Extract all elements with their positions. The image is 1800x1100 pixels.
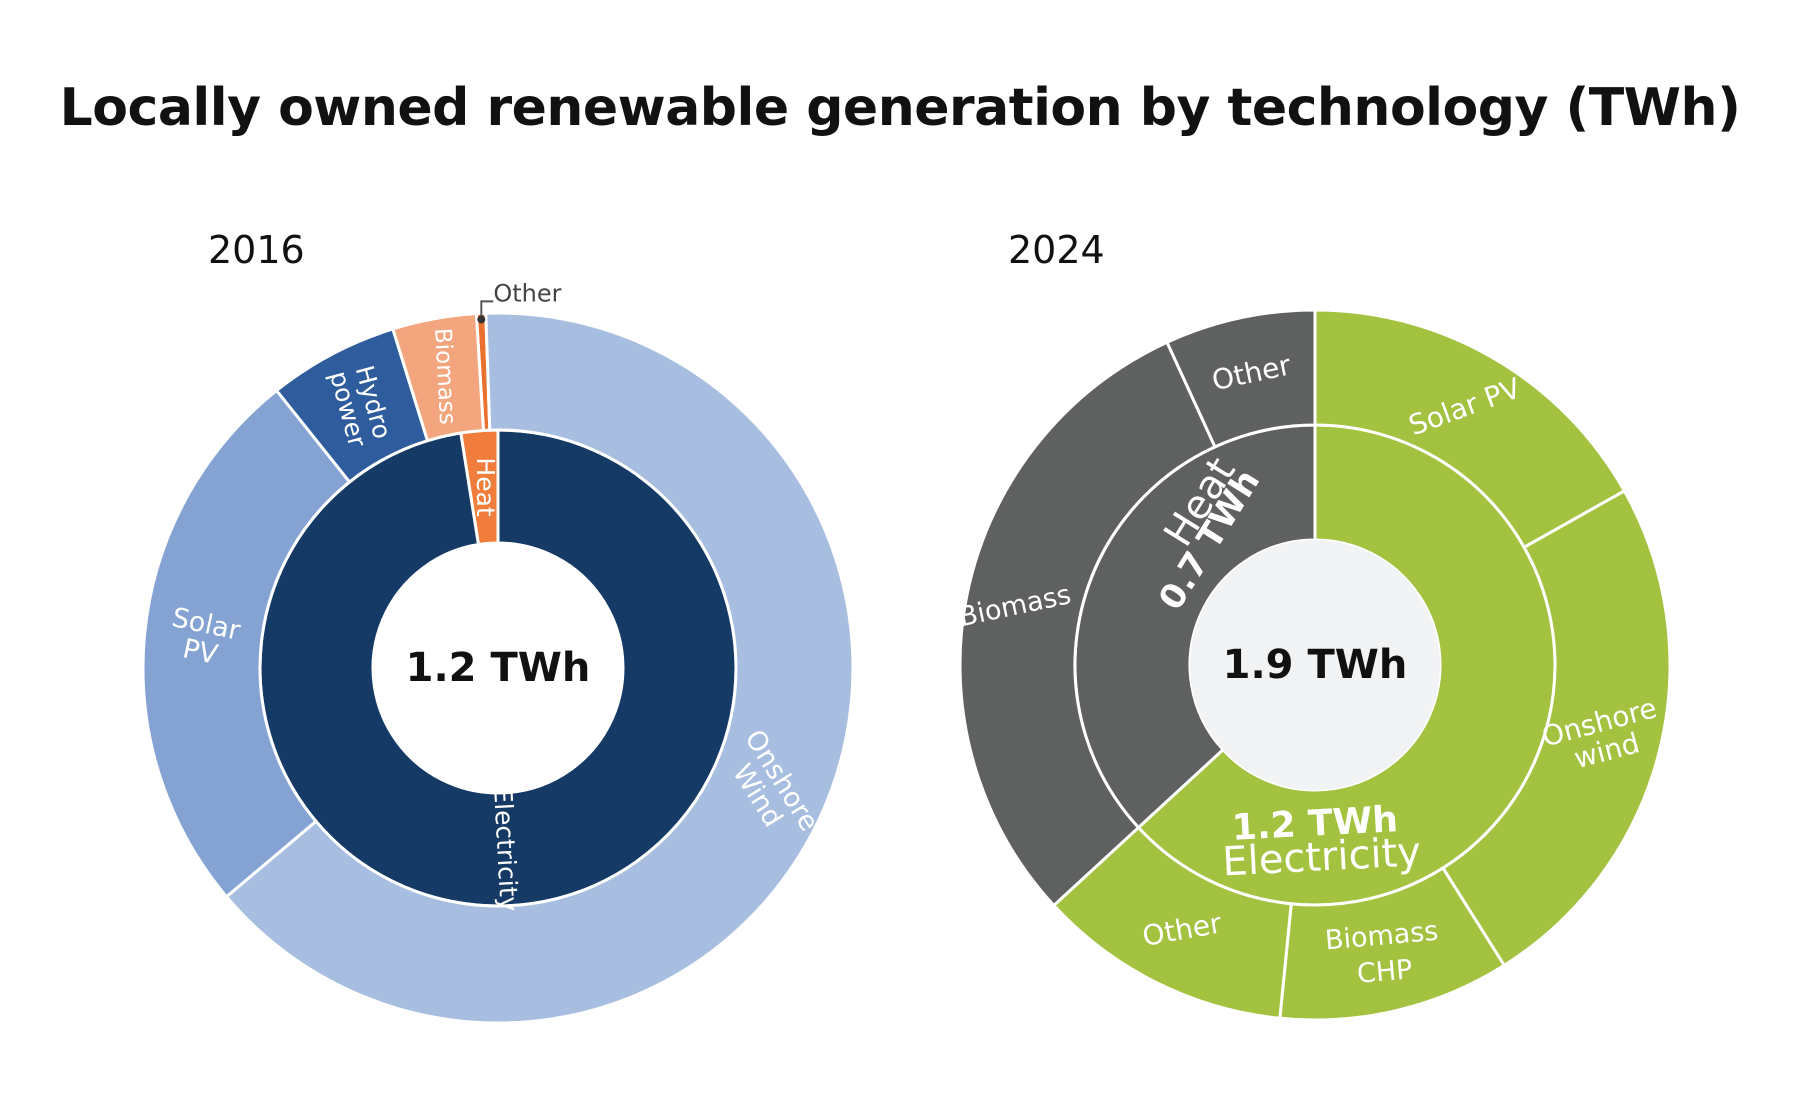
- ring-segment-onshore-wind-2024: [1440, 488, 1672, 968]
- year-label-2016: 2016: [208, 228, 305, 272]
- label-other-2016: Other: [493, 279, 561, 307]
- other-callout-dot-2016: [477, 315, 486, 324]
- label-heat-2016: Heat: [471, 457, 500, 516]
- ring-segment-other-heat-2024: [1165, 308, 1317, 449]
- label-biomass-2016: Biomass: [430, 327, 461, 425]
- year-label-2024: 2024: [1008, 228, 1105, 272]
- other-callout-line-2016: [480, 300, 494, 320]
- value-electricity-2024: 1.2 TWh: [1231, 799, 1399, 849]
- center-total-2024: 1.9 TWh: [1223, 642, 1408, 688]
- donut-hole-2024: [1190, 540, 1440, 790]
- donut-hole-2016: [373, 543, 623, 793]
- ring-segment-solar-pv-2016: [141, 388, 352, 899]
- ring-segment-onshore-wind-2016: [224, 311, 855, 1025]
- ring-segment-biomass-heat-2024: [958, 340, 1217, 908]
- ring-segment-biomass-2016: [390, 312, 486, 443]
- chart-title: Locally owned renewable generation by te…: [59, 78, 1741, 138]
- label-electricity-2016: Electricity: [488, 787, 523, 913]
- label-electricity-2024: Electricity: [1221, 829, 1422, 885]
- center-total-2016: 1.2 TWh: [406, 645, 591, 691]
